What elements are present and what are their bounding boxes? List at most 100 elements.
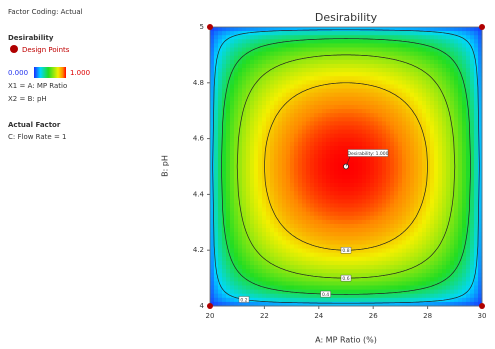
heat-cell — [278, 215, 283, 221]
heat-cell — [266, 84, 271, 89]
heat-cell — [230, 51, 235, 57]
heat-cell — [442, 264, 447, 270]
heat-cell — [390, 195, 395, 200]
heat-cell — [226, 289, 231, 295]
heat-cell — [314, 182, 319, 188]
heat-cell — [214, 141, 219, 147]
heat-cell — [314, 285, 319, 290]
heat-cell — [442, 141, 447, 147]
heat-cell — [238, 72, 243, 77]
heat-cell — [334, 137, 339, 143]
heat-cell — [262, 182, 267, 188]
heat-cell — [454, 80, 459, 85]
heat-cell — [290, 203, 295, 208]
heat-cell — [374, 55, 379, 61]
heat-cell — [326, 285, 331, 290]
heat-cell — [362, 244, 367, 249]
heat-cell — [222, 203, 227, 208]
heat-cell — [370, 145, 375, 151]
heat-cell — [218, 219, 223, 225]
heat-cell — [418, 88, 423, 94]
heat-cell — [390, 133, 395, 139]
heat-cell — [390, 113, 395, 118]
heat-cell — [410, 158, 415, 163]
heat-cell — [478, 141, 483, 147]
heat-cell — [334, 289, 339, 295]
heat-cell — [330, 68, 335, 73]
heat-cell — [458, 211, 463, 217]
heat-cell — [274, 301, 279, 307]
heat-cell — [390, 39, 395, 44]
heat-cell — [250, 199, 255, 204]
heat-cell — [306, 137, 311, 143]
heat-cell — [438, 129, 443, 135]
heat-cell — [306, 113, 311, 118]
heat-cell — [246, 228, 251, 233]
heat-cell — [370, 191, 375, 196]
heat-cell — [450, 289, 455, 295]
heat-cell — [254, 293, 259, 299]
heat-cell — [222, 170, 227, 176]
heat-cell — [294, 27, 299, 32]
heat-cell — [434, 141, 439, 147]
heat-cell — [270, 68, 275, 73]
heat-cell — [222, 55, 227, 61]
heat-cell — [446, 55, 451, 61]
heat-cell — [274, 72, 279, 77]
heat-cell — [370, 264, 375, 270]
heat-cell — [286, 31, 291, 36]
heat-cell — [362, 215, 367, 221]
heat-cell — [426, 260, 431, 266]
heat-cell — [430, 109, 435, 114]
heat-cell — [310, 281, 315, 286]
heat-cell — [270, 219, 275, 225]
heat-cell — [370, 211, 375, 217]
heat-cell — [370, 51, 375, 57]
heat-cell — [298, 47, 303, 53]
heat-cell — [290, 228, 295, 233]
heat-cell — [266, 211, 271, 217]
heat-cell — [402, 129, 407, 135]
heat-cell — [374, 232, 379, 237]
heat-cell — [418, 125, 423, 130]
heat-cell — [230, 182, 235, 188]
heat-cell — [230, 88, 235, 94]
heat-cell — [290, 113, 295, 118]
heat-cell — [222, 88, 227, 94]
heat-cell — [266, 191, 271, 196]
heat-cell — [234, 293, 239, 299]
heat-cell — [294, 47, 299, 53]
heat-cell — [298, 162, 303, 167]
heat-cell — [238, 59, 243, 65]
heat-cell — [394, 264, 399, 270]
heat-cell — [430, 96, 435, 102]
heat-cell — [394, 170, 399, 176]
heat-cell — [258, 187, 263, 192]
heat-cell — [266, 68, 271, 73]
heat-cell — [254, 285, 259, 290]
heat-cell — [478, 203, 483, 208]
heat-cell — [406, 199, 411, 204]
heat-cell — [398, 170, 403, 176]
heat-cell — [210, 260, 215, 266]
heat-cell — [334, 39, 339, 44]
heat-cell — [278, 84, 283, 89]
heat-cell — [422, 80, 427, 85]
heat-cell — [298, 178, 303, 184]
heat-cell — [286, 236, 291, 241]
heat-cell — [466, 182, 471, 188]
heat-cell — [282, 289, 287, 295]
heat-cell — [378, 104, 383, 110]
heat-cell — [406, 88, 411, 94]
heat-cell — [222, 289, 227, 295]
heat-cell — [406, 166, 411, 172]
heat-cell — [422, 117, 427, 122]
heat-cell — [358, 141, 363, 147]
heat-cell — [266, 55, 271, 61]
heat-cell — [302, 109, 307, 114]
heat-cell — [354, 277, 359, 282]
heat-cell — [266, 301, 271, 307]
heat-cell — [314, 39, 319, 44]
heat-cell — [446, 92, 451, 98]
heat-cell — [382, 195, 387, 200]
